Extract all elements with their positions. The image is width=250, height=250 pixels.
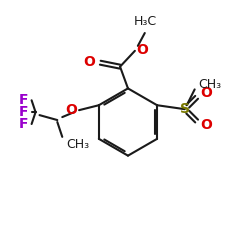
- Text: O: O: [65, 103, 77, 117]
- Text: CH₃: CH₃: [198, 78, 222, 91]
- Text: O: O: [84, 55, 95, 69]
- Text: F: F: [19, 105, 29, 119]
- Text: O: O: [136, 43, 148, 57]
- Text: CH₃: CH₃: [66, 138, 89, 151]
- Text: H₃C: H₃C: [134, 15, 157, 28]
- Text: O: O: [200, 118, 212, 132]
- Text: O: O: [200, 86, 212, 100]
- Text: F: F: [19, 117, 29, 131]
- Text: S: S: [180, 102, 190, 116]
- Text: F: F: [19, 93, 29, 107]
